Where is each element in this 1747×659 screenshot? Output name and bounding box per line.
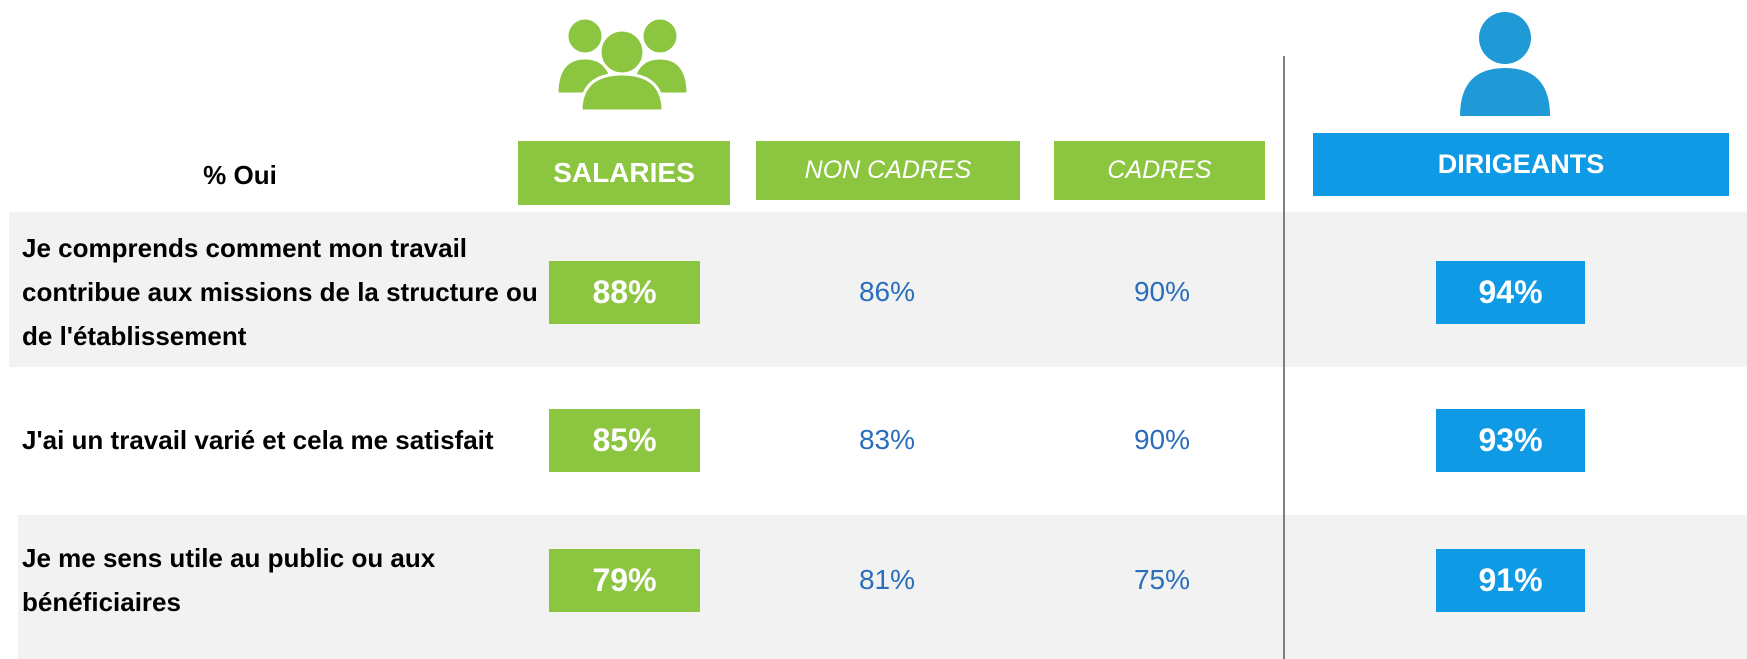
- value-box: 85%: [549, 409, 700, 472]
- column-header: CADRES: [1054, 141, 1265, 200]
- value: 81%: [858, 564, 916, 595]
- row-label: Je comprends comment mon travail contrib…: [22, 233, 538, 351]
- value: 86%: [858, 276, 916, 307]
- person-icon: [1460, 12, 1550, 116]
- value-box: 93%: [1436, 409, 1585, 472]
- value-box: 94%: [1436, 261, 1585, 324]
- corner-label: % Oui: [203, 159, 277, 190]
- value: 90%: [1133, 276, 1191, 307]
- row-label: J'ai un travail varié et cela me satisfa…: [22, 425, 494, 455]
- value-box: 79%: [549, 549, 700, 612]
- row-label: Je me sens utile au public ou aux bénéfi…: [22, 543, 436, 617]
- value: 83%: [858, 424, 916, 455]
- value: 75%: [1133, 564, 1191, 595]
- value: 90%: [1133, 424, 1191, 455]
- value-box: 88%: [549, 261, 700, 324]
- divider: [1283, 56, 1285, 659]
- group-icon: [555, 16, 690, 112]
- value-box: 91%: [1436, 549, 1585, 612]
- column-header: DIRIGEANTS: [1313, 133, 1729, 196]
- column-header: SALARIES: [518, 141, 730, 205]
- column-header: NON CADRES: [756, 141, 1020, 200]
